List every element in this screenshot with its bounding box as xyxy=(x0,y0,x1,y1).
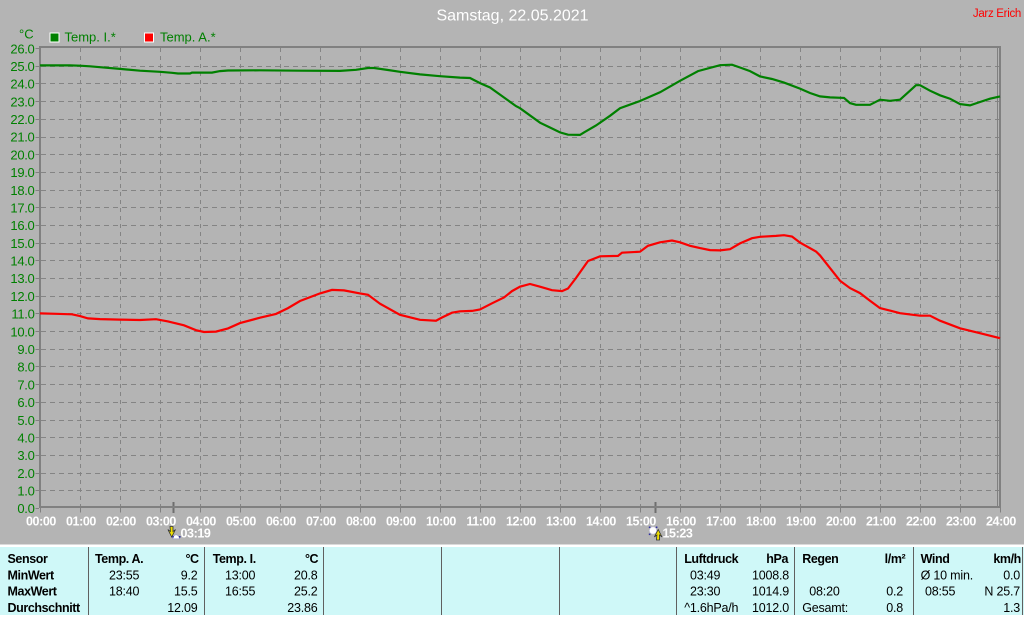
svg-text:Samstag, 22.05.2021: Samstag, 22.05.2021 xyxy=(436,8,588,25)
svg-text:01:00: 01:00 xyxy=(66,515,96,529)
svg-text:7.0: 7.0 xyxy=(17,377,34,392)
svg-text:12:00: 12:00 xyxy=(506,515,536,529)
svg-text:1008.8: 1008.8 xyxy=(752,568,789,582)
svg-text:02:00: 02:00 xyxy=(106,515,136,529)
svg-text:23.86: 23.86 xyxy=(287,601,318,615)
svg-text:04:00: 04:00 xyxy=(186,515,216,529)
svg-text:23:55: 23:55 xyxy=(109,568,140,582)
svg-text:MinWert: MinWert xyxy=(8,568,56,582)
svg-text:8.0: 8.0 xyxy=(17,360,34,375)
svg-text:22.0: 22.0 xyxy=(10,112,34,127)
svg-text:03:00: 03:00 xyxy=(146,515,176,529)
svg-text:Temp. A.*: Temp. A.* xyxy=(160,30,216,45)
svg-text:3.0: 3.0 xyxy=(17,448,34,463)
svg-text:6.0: 6.0 xyxy=(17,395,34,410)
svg-text:1.0: 1.0 xyxy=(17,484,34,499)
svg-text:14:00: 14:00 xyxy=(586,515,616,529)
svg-text:5.0: 5.0 xyxy=(17,413,34,428)
svg-text:Temp. I.: Temp. I. xyxy=(213,552,256,566)
svg-text:^1.6hPa/h: ^1.6hPa/h xyxy=(684,601,738,615)
svg-text:03:49: 03:49 xyxy=(690,568,721,582)
svg-text:10:00: 10:00 xyxy=(426,515,456,529)
svg-text:20.0: 20.0 xyxy=(10,147,34,162)
svg-text:05:00: 05:00 xyxy=(226,515,256,529)
svg-text:°C: °C xyxy=(305,552,319,566)
svg-text:16.0: 16.0 xyxy=(10,218,34,233)
svg-text:MaxWert: MaxWert xyxy=(8,585,58,599)
svg-text:06:00: 06:00 xyxy=(266,515,296,529)
svg-text:21:00: 21:00 xyxy=(866,515,896,529)
svg-text:Temp. I.*: Temp. I.* xyxy=(65,30,116,45)
svg-text:1.3: 1.3 xyxy=(1003,601,1020,615)
svg-text:15:23: 15:23 xyxy=(663,527,693,541)
svg-text:°C: °C xyxy=(19,27,34,42)
svg-text:0.2: 0.2 xyxy=(886,585,903,599)
svg-text:Temp. A.: Temp. A. xyxy=(95,552,143,566)
svg-text:0.0: 0.0 xyxy=(17,501,34,516)
svg-text:16:00: 16:00 xyxy=(666,515,696,529)
svg-text:1014.9: 1014.9 xyxy=(752,585,789,599)
svg-text:10.0: 10.0 xyxy=(10,324,34,339)
svg-text:4.0: 4.0 xyxy=(17,430,34,445)
svg-text:09:00: 09:00 xyxy=(386,515,416,529)
svg-text:00:00: 00:00 xyxy=(26,515,56,529)
svg-text:12.0: 12.0 xyxy=(10,289,34,304)
svg-text:0.0: 0.0 xyxy=(1003,568,1020,582)
svg-text:°C: °C xyxy=(185,552,199,566)
svg-text:25.2: 25.2 xyxy=(294,585,318,599)
svg-text:hPa: hPa xyxy=(766,552,789,566)
svg-text:2.0: 2.0 xyxy=(17,466,34,481)
svg-text:13:00: 13:00 xyxy=(225,568,256,582)
svg-text:Jarz Erich: Jarz Erich xyxy=(973,8,1021,20)
svg-text:Wind: Wind xyxy=(921,552,950,566)
svg-text:11.0: 11.0 xyxy=(11,307,34,322)
svg-text:21.0: 21.0 xyxy=(10,130,34,145)
svg-text:l/m²: l/m² xyxy=(885,552,906,566)
svg-text:18.0: 18.0 xyxy=(10,183,34,198)
svg-text:Luftdruck: Luftdruck xyxy=(684,552,738,566)
svg-text:23:30: 23:30 xyxy=(690,585,721,599)
svg-text:Sensor: Sensor xyxy=(8,552,49,566)
svg-text:08:20: 08:20 xyxy=(809,585,840,599)
svg-text:18:40: 18:40 xyxy=(109,585,140,599)
svg-text:19.0: 19.0 xyxy=(10,165,34,180)
svg-text:20:00: 20:00 xyxy=(826,515,856,529)
svg-text:19:00: 19:00 xyxy=(786,515,816,529)
svg-text:24:00: 24:00 xyxy=(986,515,1016,529)
svg-text:26.0: 26.0 xyxy=(10,41,34,56)
svg-text:Gesamt:: Gesamt: xyxy=(802,601,848,615)
svg-text:9.2: 9.2 xyxy=(181,568,198,582)
svg-text:Durchschnitt: Durchschnitt xyxy=(8,601,82,615)
svg-text:N 25.7: N 25.7 xyxy=(984,585,1020,599)
svg-text:17:00: 17:00 xyxy=(706,515,736,529)
svg-text:20.8: 20.8 xyxy=(294,568,318,582)
svg-text:1012.0: 1012.0 xyxy=(752,601,789,615)
svg-text:07:00: 07:00 xyxy=(306,515,336,529)
svg-text:23.0: 23.0 xyxy=(10,94,34,109)
svg-text:12.09: 12.09 xyxy=(167,601,198,615)
svg-text:0.8: 0.8 xyxy=(886,601,903,615)
svg-text:13:00: 13:00 xyxy=(546,515,576,529)
svg-text:16:55: 16:55 xyxy=(225,585,256,599)
svg-text:25.0: 25.0 xyxy=(10,59,34,74)
svg-text:15.5: 15.5 xyxy=(174,585,198,599)
svg-text:17.0: 17.0 xyxy=(10,201,34,216)
svg-text:22:00: 22:00 xyxy=(906,515,936,529)
svg-text:13.0: 13.0 xyxy=(10,271,34,286)
svg-text:15.0: 15.0 xyxy=(10,236,34,251)
svg-text:km/h: km/h xyxy=(993,552,1021,566)
svg-text:Ø 10 min.: Ø 10 min. xyxy=(921,568,973,582)
svg-text:08:55: 08:55 xyxy=(925,585,956,599)
svg-text:Regen: Regen xyxy=(802,552,838,566)
svg-text:24.0: 24.0 xyxy=(10,77,34,92)
svg-text:11:00: 11:00 xyxy=(466,515,496,529)
svg-text:23:00: 23:00 xyxy=(946,515,976,529)
svg-text:15:00: 15:00 xyxy=(626,515,656,529)
svg-text:08:00: 08:00 xyxy=(346,515,376,529)
svg-text:9.0: 9.0 xyxy=(17,342,34,357)
svg-text:03:19: 03:19 xyxy=(181,527,211,541)
svg-text:18:00: 18:00 xyxy=(746,515,776,529)
svg-text:14.0: 14.0 xyxy=(10,254,34,269)
